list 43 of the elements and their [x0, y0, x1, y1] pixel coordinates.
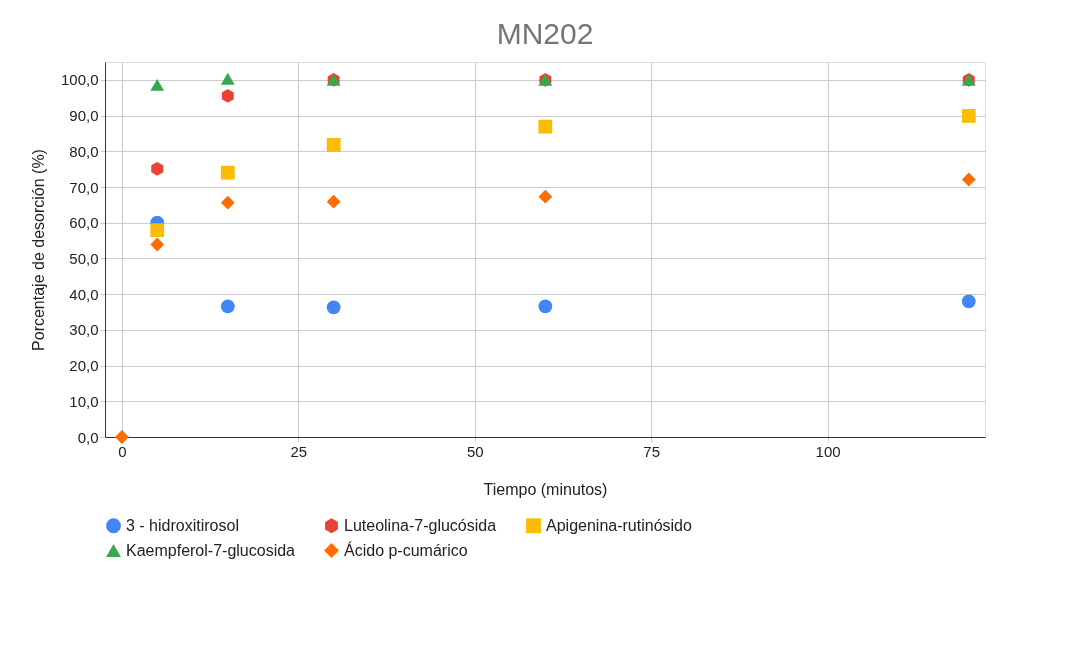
y-tick-label: 20,0 — [69, 357, 99, 375]
y-tick-label: 0,0 — [77, 428, 99, 446]
chart-title: MN202 — [496, 17, 594, 50]
legend-label: Kaempferol-7-glucosida — [126, 541, 296, 559]
y-tick-label: 50,0 — [69, 249, 99, 267]
y-axis-title: Porcentaje de desorción (%) — [29, 149, 47, 351]
y-tick-label: 40,0 — [69, 285, 99, 303]
y-tick-label: 80,0 — [69, 142, 99, 160]
point — [220, 165, 235, 180]
point — [220, 195, 235, 210]
point — [326, 137, 341, 152]
point — [221, 89, 234, 103]
point — [220, 299, 235, 314]
y-tick-label: 100,0 — [60, 71, 99, 89]
x-tick-label: 100 — [815, 442, 841, 460]
legend-label: Ácido p-cumárico — [344, 540, 468, 559]
point — [150, 237, 165, 252]
point — [326, 300, 341, 315]
point — [961, 294, 976, 309]
point — [961, 172, 976, 187]
y-tick-label: 70,0 — [69, 178, 99, 196]
point — [115, 430, 129, 444]
point — [961, 109, 976, 123]
point — [151, 161, 164, 176]
point — [150, 223, 165, 238]
x-tick-label: 0 — [118, 442, 127, 460]
point — [220, 72, 235, 85]
y-tick-label: 30,0 — [69, 321, 99, 339]
point — [150, 78, 165, 91]
x-tick-label: 50 — [466, 442, 484, 460]
legend-label: Apigenina-rutinósido — [546, 516, 692, 534]
point — [326, 194, 341, 209]
x-tick-label: 75 — [643, 442, 661, 460]
point — [538, 189, 553, 204]
legend-label: 3 - hidroxitirosol — [126, 516, 239, 534]
y-tick-label: 90,0 — [69, 107, 99, 125]
y-tick-label: 10,0 — [69, 392, 99, 410]
y-tick-label: 60,0 — [69, 214, 99, 232]
point — [538, 119, 553, 134]
legend-label: Luteolina-7-glucósida — [344, 516, 497, 534]
x-axis-title: Tiempo (minutos) — [483, 480, 608, 498]
point — [538, 299, 553, 314]
x-tick-label: 25 — [290, 442, 308, 460]
